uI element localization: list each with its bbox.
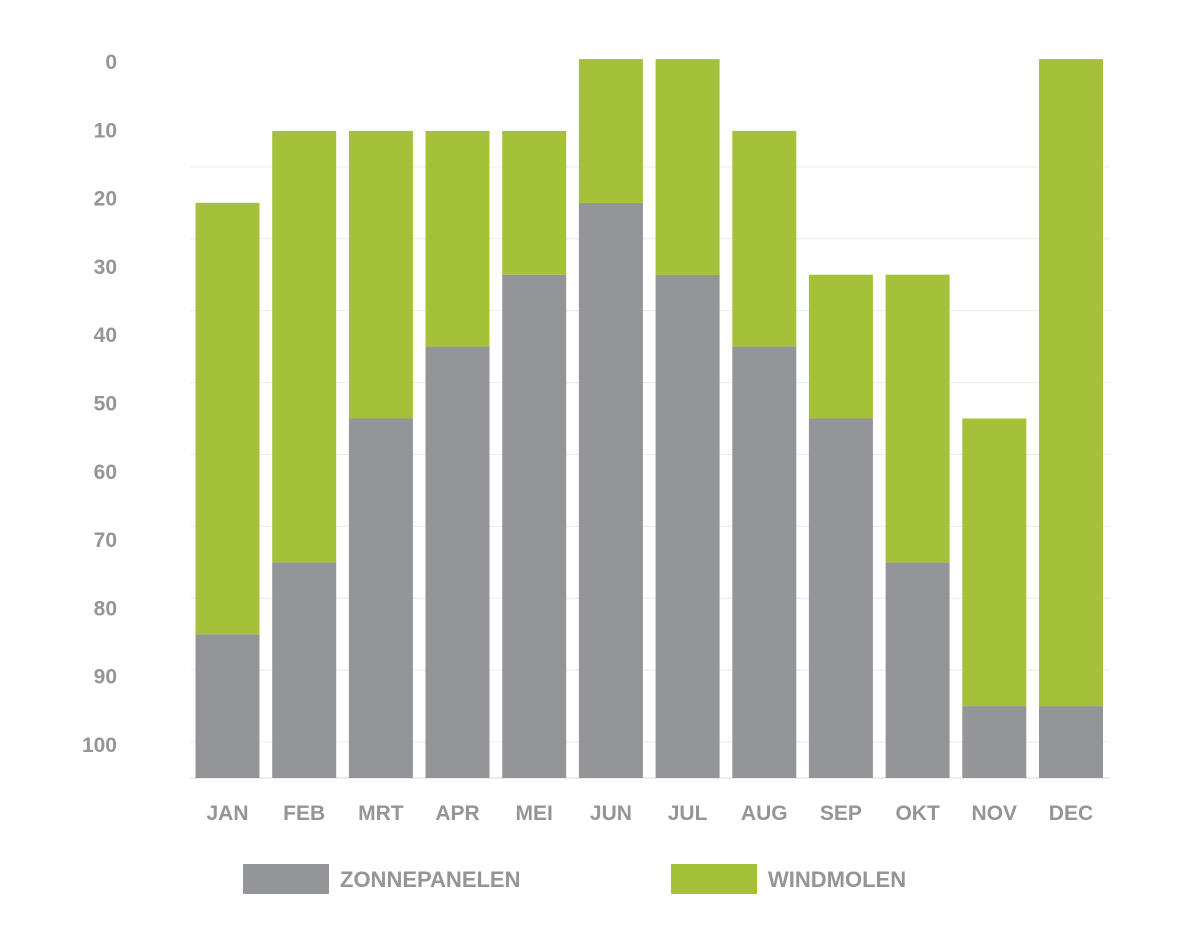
bar-zonnepanelen-sep — [808, 418, 873, 778]
y-tick-label: 0 — [105, 51, 117, 74]
bar-windmolen-jan — [195, 202, 260, 635]
bar-zonnepanelen-jul — [655, 274, 720, 778]
y-tick-label: 30 — [94, 256, 117, 279]
bar-zonnepanelen-feb — [272, 562, 337, 778]
y-tick-label: 90 — [94, 666, 117, 689]
bar-zonnepanelen-dec — [1039, 706, 1103, 778]
x-category-label: JUL — [668, 802, 708, 825]
bar-windmolen-mei — [502, 130, 567, 275]
bar-windmolen-apr — [425, 130, 490, 347]
y-tick-label: 40 — [94, 324, 117, 347]
y-tick-label: 100 — [82, 734, 117, 757]
bar-windmolen-okt — [885, 274, 950, 563]
bar-zonnepanelen-mei — [502, 274, 567, 778]
x-category-label: JAN — [206, 802, 248, 825]
bar-windmolen-nov — [962, 418, 1027, 707]
bar-windmolen-jun — [578, 59, 643, 203]
y-tick-label: 80 — [94, 597, 117, 620]
x-category-label: DEC — [1049, 802, 1093, 825]
y-tick-label: 50 — [94, 393, 117, 416]
x-category-label: MRT — [358, 802, 404, 825]
x-category-label: SEP — [820, 802, 862, 825]
bar-zonnepanelen-jan — [195, 634, 260, 778]
bar-windmolen-jul — [655, 59, 720, 275]
bar-windmolen-sep — [808, 274, 873, 419]
bar-zonnepanelen-aug — [732, 346, 797, 778]
bar-windmolen-aug — [732, 130, 797, 347]
x-category-label: OKT — [895, 802, 940, 825]
x-category-label: JUN — [590, 802, 632, 825]
x-category-label: APR — [435, 802, 479, 825]
x-category-label: FEB — [283, 802, 325, 825]
bar-windmolen-feb — [272, 130, 337, 563]
bar-zonnepanelen-mrt — [348, 418, 413, 778]
y-axis-tick-labels: 0 10 20 30 40 50 60 70 80 90 100 — [82, 51, 117, 757]
bars — [195, 59, 1103, 779]
gridlines — [190, 166, 1110, 779]
legend: ZONNEPANELEN WINDMOLEN — [243, 864, 906, 894]
bar-windmolen-dec — [1039, 59, 1103, 707]
legend-label: ZONNEPANELEN — [340, 867, 521, 892]
x-category-label: MEI — [516, 802, 553, 825]
legend-swatch — [243, 864, 329, 894]
x-axis-category-labels: JAN FEB MRT APR MEI JUN JUL AUG SEP OKT NOV DEC — [206, 802, 1093, 825]
x-category-label: AUG — [741, 802, 788, 825]
bar-zonnepanelen-okt — [885, 562, 950, 778]
bar-zonnepanelen-jun — [578, 202, 643, 779]
bar-windmolen-mrt — [348, 130, 413, 419]
y-tick-label: 20 — [94, 188, 117, 211]
x-category-label: NOV — [972, 802, 1018, 825]
legend-label: WINDMOLEN — [768, 867, 906, 892]
y-tick-label: 10 — [94, 119, 117, 142]
bar-zonnepanelen-apr — [425, 346, 490, 778]
bar-zonnepanelen-nov — [962, 706, 1027, 778]
y-tick-label: 60 — [94, 461, 117, 484]
y-tick-label: 70 — [94, 529, 117, 552]
legend-swatch — [671, 864, 757, 894]
